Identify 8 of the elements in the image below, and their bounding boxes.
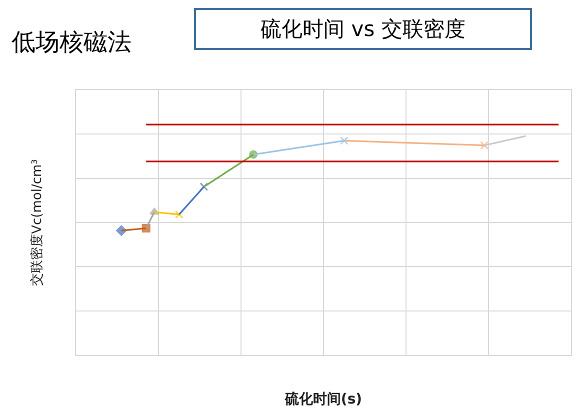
y-axis-title: 交联密度Vc(mol/cm³ [28,159,45,286]
point [340,136,348,145]
point [174,210,184,219]
chart-title: 低场核磁法 [12,28,132,56]
point [480,141,489,150]
x-axis-title: 硫化时间(s) [284,390,362,408]
point [200,182,208,192]
chart-subtitle: 硫化时间 vs 交联密度 [260,17,466,41]
